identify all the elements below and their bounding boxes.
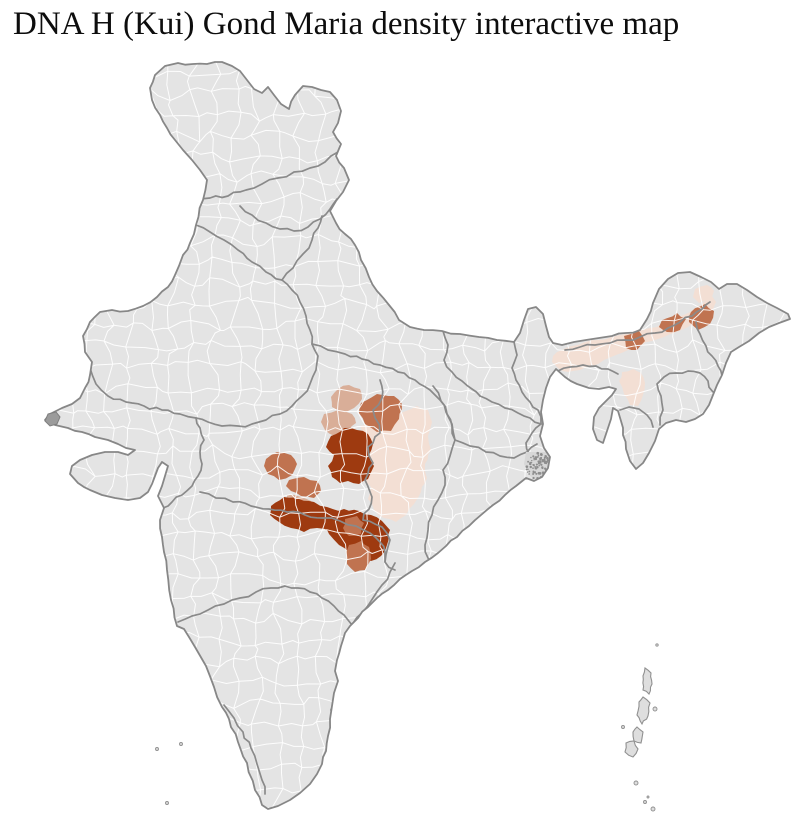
state-border-line xyxy=(479,395,542,425)
district-region-medium-cells-top[interactable] xyxy=(359,394,402,432)
state-border-line xyxy=(281,215,323,281)
islands-layer xyxy=(155,643,659,812)
state-border-line xyxy=(619,406,654,428)
kutch-islet xyxy=(44,411,61,427)
district-region-pale-northeast-cell[interactable] xyxy=(693,285,714,303)
state-border-line xyxy=(362,379,396,571)
district-region-medium-cell-midleft[interactable] xyxy=(286,477,321,498)
island-dot xyxy=(165,801,169,805)
state-border-line xyxy=(695,321,723,377)
island-dot xyxy=(633,780,639,786)
state-border-line xyxy=(511,341,542,425)
island xyxy=(624,740,639,758)
india-outline xyxy=(44,61,791,810)
state-border-line xyxy=(564,301,711,351)
state-border-line xyxy=(525,423,542,455)
district-region-dark-cluster-north[interactable] xyxy=(326,427,374,484)
state-border-line xyxy=(424,385,456,566)
island-dot xyxy=(643,800,647,804)
island-dot xyxy=(621,725,625,729)
island xyxy=(636,696,651,726)
state-border-line xyxy=(239,198,338,232)
island-dot xyxy=(655,643,659,647)
island-dot xyxy=(155,747,159,751)
state-border-line xyxy=(223,704,266,795)
state-border-line xyxy=(89,279,319,428)
island xyxy=(632,726,644,744)
district-region-medium-cell-assam-2[interactable] xyxy=(659,313,686,333)
page-title: DNA H (Kui) Gond Maria density interacti… xyxy=(13,6,680,42)
state-border-line xyxy=(177,585,353,626)
district-region-pale-south-arm[interactable] xyxy=(619,369,645,406)
state-border-line xyxy=(442,330,481,397)
island-dot xyxy=(650,806,656,812)
island-dot xyxy=(179,742,183,746)
island xyxy=(642,667,653,695)
district-region-medium-cell-west[interactable] xyxy=(264,452,297,480)
state-border-line xyxy=(195,224,283,281)
state-border-line xyxy=(199,491,386,563)
island-dot xyxy=(652,706,658,712)
state-border-line xyxy=(162,417,205,509)
state-border-line xyxy=(656,370,714,426)
island-dot xyxy=(646,795,650,799)
state-border-line xyxy=(557,364,619,375)
